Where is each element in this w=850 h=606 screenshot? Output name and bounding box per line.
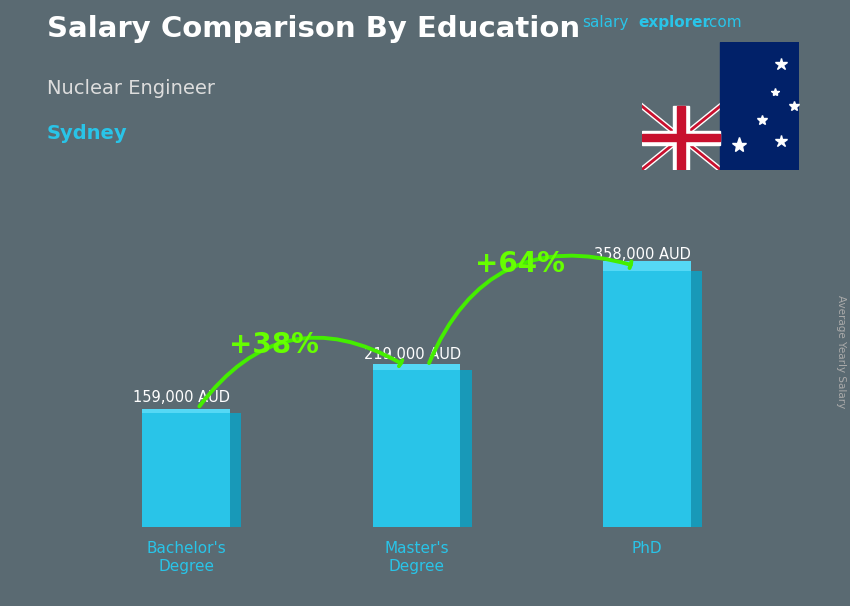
- Bar: [230, 413, 241, 527]
- Text: 358,000 AUD: 358,000 AUD: [594, 247, 691, 262]
- Bar: [373, 370, 460, 527]
- Text: .com: .com: [705, 15, 742, 30]
- Text: 219,000 AUD: 219,000 AUD: [364, 347, 461, 362]
- Text: Nuclear Engineer: Nuclear Engineer: [47, 79, 215, 98]
- Text: Average Yearly Salary: Average Yearly Salary: [836, 295, 846, 408]
- Text: Sydney: Sydney: [47, 124, 128, 143]
- Text: +38%: +38%: [229, 331, 319, 359]
- Bar: [642, 131, 720, 145]
- Bar: [720, 42, 799, 170]
- Text: Salary Comparison By Education: Salary Comparison By Education: [47, 15, 580, 43]
- Bar: [460, 370, 472, 527]
- Bar: [143, 409, 230, 413]
- Text: +64%: +64%: [475, 250, 565, 278]
- Text: 159,000 AUD: 159,000 AUD: [133, 390, 230, 405]
- Bar: [373, 364, 460, 370]
- Bar: [642, 135, 720, 141]
- Bar: [603, 271, 690, 527]
- Bar: [677, 106, 685, 170]
- Bar: [690, 271, 702, 527]
- Bar: [673, 106, 689, 170]
- Bar: [603, 261, 690, 271]
- Text: explorer: explorer: [638, 15, 711, 30]
- Text: salary: salary: [582, 15, 629, 30]
- Bar: [143, 413, 230, 527]
